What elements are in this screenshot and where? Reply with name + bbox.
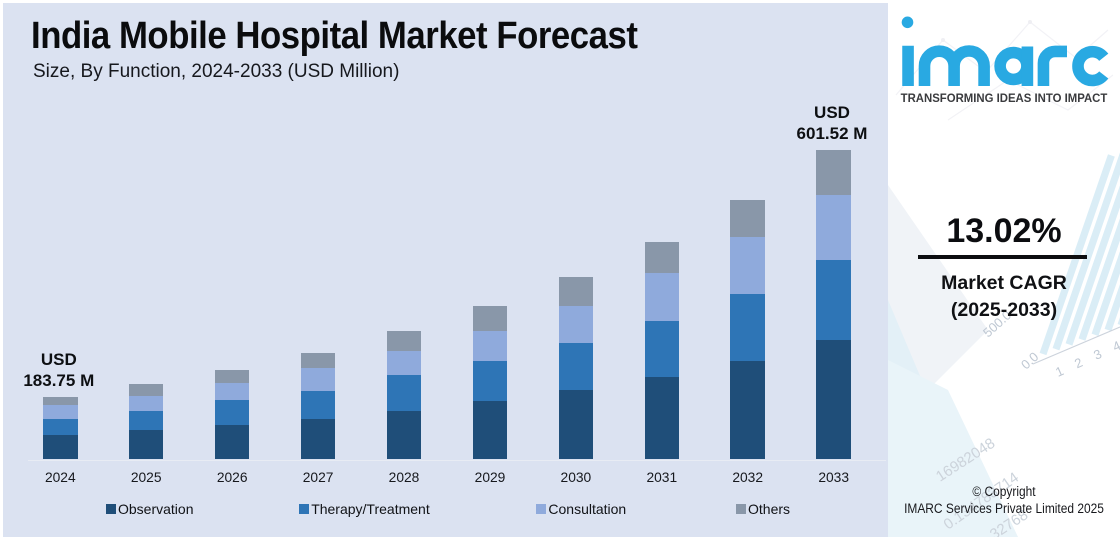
svg-text:1 2 3 4: 1 2 3 4 — [1053, 336, 1120, 380]
svg-text:0.0: 0.0 — [1018, 349, 1041, 372]
